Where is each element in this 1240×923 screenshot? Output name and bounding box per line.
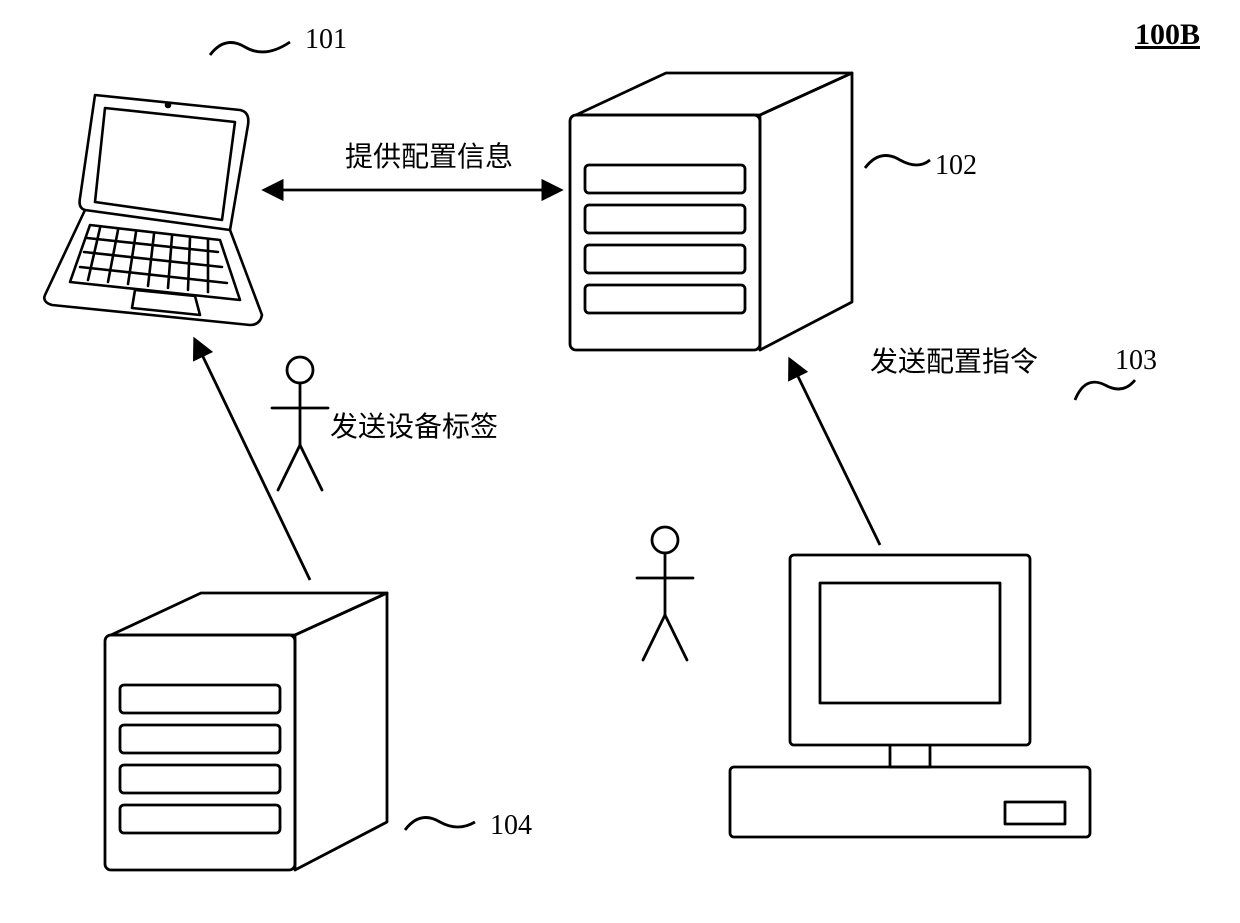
ref-server-top: 102: [935, 150, 977, 182]
laptop-icon: [44, 95, 262, 325]
diagram-canvas: [0, 0, 1240, 923]
ref-leader-104: [405, 818, 475, 831]
edge-label-config-cmd: 发送配置指令: [870, 340, 1038, 380]
pc-icon: [730, 555, 1090, 837]
server-top-icon: [570, 73, 852, 350]
edge-label-config-info: 提供配置信息: [345, 135, 513, 175]
ref-server-bottom: 104: [490, 810, 532, 842]
server-bottom-icon: [105, 593, 387, 870]
ref-leader-101: [210, 42, 290, 55]
ref-leader-103: [1075, 380, 1135, 400]
ref-pc: 103: [1115, 345, 1157, 377]
ref-leader-102: [865, 156, 930, 169]
ref-laptop: 101: [305, 24, 347, 56]
figure-ref: 100B: [1135, 18, 1200, 52]
person-left-icon: [272, 357, 328, 490]
edge-pc-server: [790, 360, 880, 545]
edge-label-device-tag: 发送设备标签: [330, 405, 498, 445]
person-right-icon: [637, 527, 693, 660]
